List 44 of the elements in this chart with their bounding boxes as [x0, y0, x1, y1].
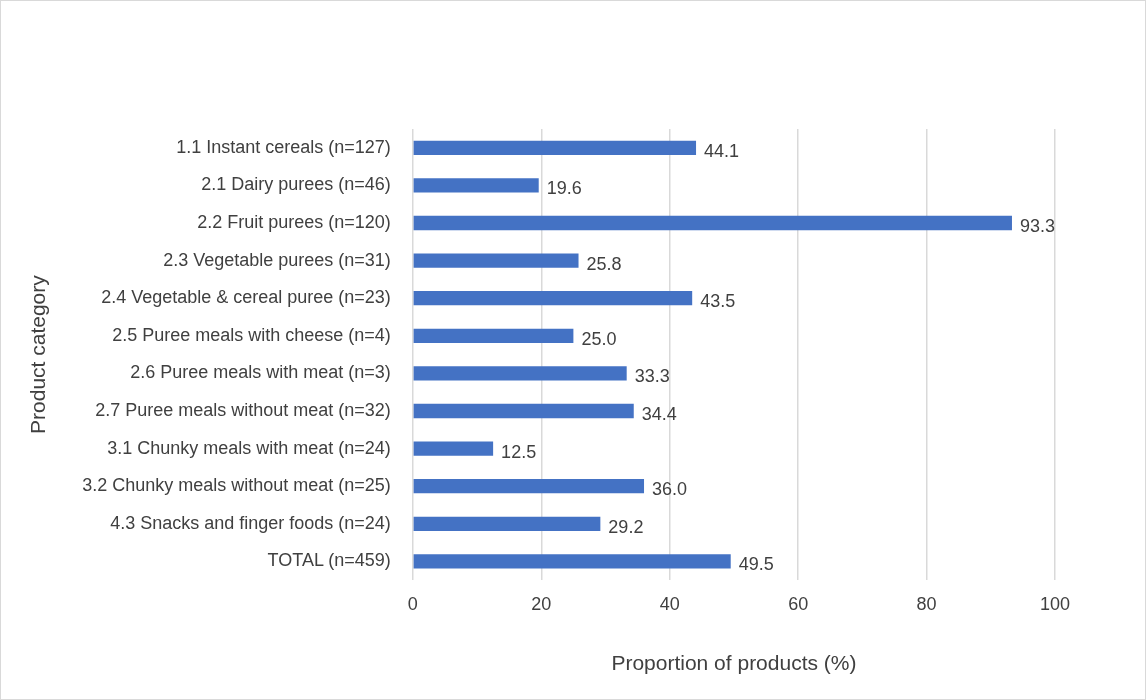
data-label: 25.0: [581, 328, 617, 349]
x-axis-title: Proportion of products (%): [611, 651, 857, 675]
x-tick-label: 20: [531, 593, 552, 614]
x-tick-label: 60: [788, 593, 809, 614]
y-tick-label: 1.1 Instant cereals (n=127): [176, 136, 391, 157]
bar: [413, 516, 601, 531]
bar: [413, 554, 731, 569]
y-tick-label: 2.2 Fruit purees (n=120): [197, 211, 391, 232]
data-label: 49.5: [738, 554, 774, 575]
x-tick-label: 0: [407, 593, 418, 614]
data-label: 93.3: [1019, 215, 1056, 236]
y-tick-label: 2.5 Puree meals with cheese (n=4): [112, 324, 391, 345]
y-tick-label: 2.6 Puree meals with meat (n=3): [130, 362, 391, 383]
data-label: 34.4: [641, 403, 677, 424]
x-tick-label: 40: [659, 593, 680, 614]
y-tick-label: TOTAL (n=459): [267, 550, 391, 571]
data-label: 33.3: [634, 366, 670, 387]
bar: [413, 215, 1012, 231]
y-tick-label: 4.3 Snacks and finger foods (n=24): [110, 512, 391, 533]
bar: [413, 140, 697, 155]
data-label: 36.0: [652, 479, 688, 500]
data-label: 43.5: [700, 291, 736, 312]
x-tick-label: 100: [1039, 593, 1071, 614]
y-tick-label: 2.1 Dairy purees (n=46): [201, 174, 391, 195]
y-tick-label: 2.3 Vegetable purees (n=31): [163, 249, 391, 270]
bar: [413, 253, 579, 268]
y-tick-label: 2.4 Vegetable & cereal puree (n=23): [101, 287, 391, 308]
y-tick-label: 3.2 Chunky meals without meat (n=25): [82, 475, 391, 496]
bar: [413, 403, 634, 419]
y-axis-title: Product category: [26, 274, 50, 434]
data-label: 29.2: [608, 516, 644, 537]
bar: [413, 328, 574, 343]
data-label: 19.6: [546, 178, 582, 199]
bar: [413, 479, 645, 494]
bar: [413, 291, 693, 306]
x-tick-label: 80: [916, 593, 937, 614]
y-tick-label: 3.1 Chunky meals with meat (n=24): [107, 437, 391, 458]
data-label: 25.8: [586, 253, 622, 274]
data-label: 44.1: [704, 140, 740, 161]
bar: [413, 178, 539, 193]
bar: [413, 441, 494, 456]
y-tick-label: 2.7 Puree meals without meat (n=32): [95, 399, 391, 420]
data-label: 12.5: [501, 441, 537, 462]
bar: [413, 366, 627, 381]
